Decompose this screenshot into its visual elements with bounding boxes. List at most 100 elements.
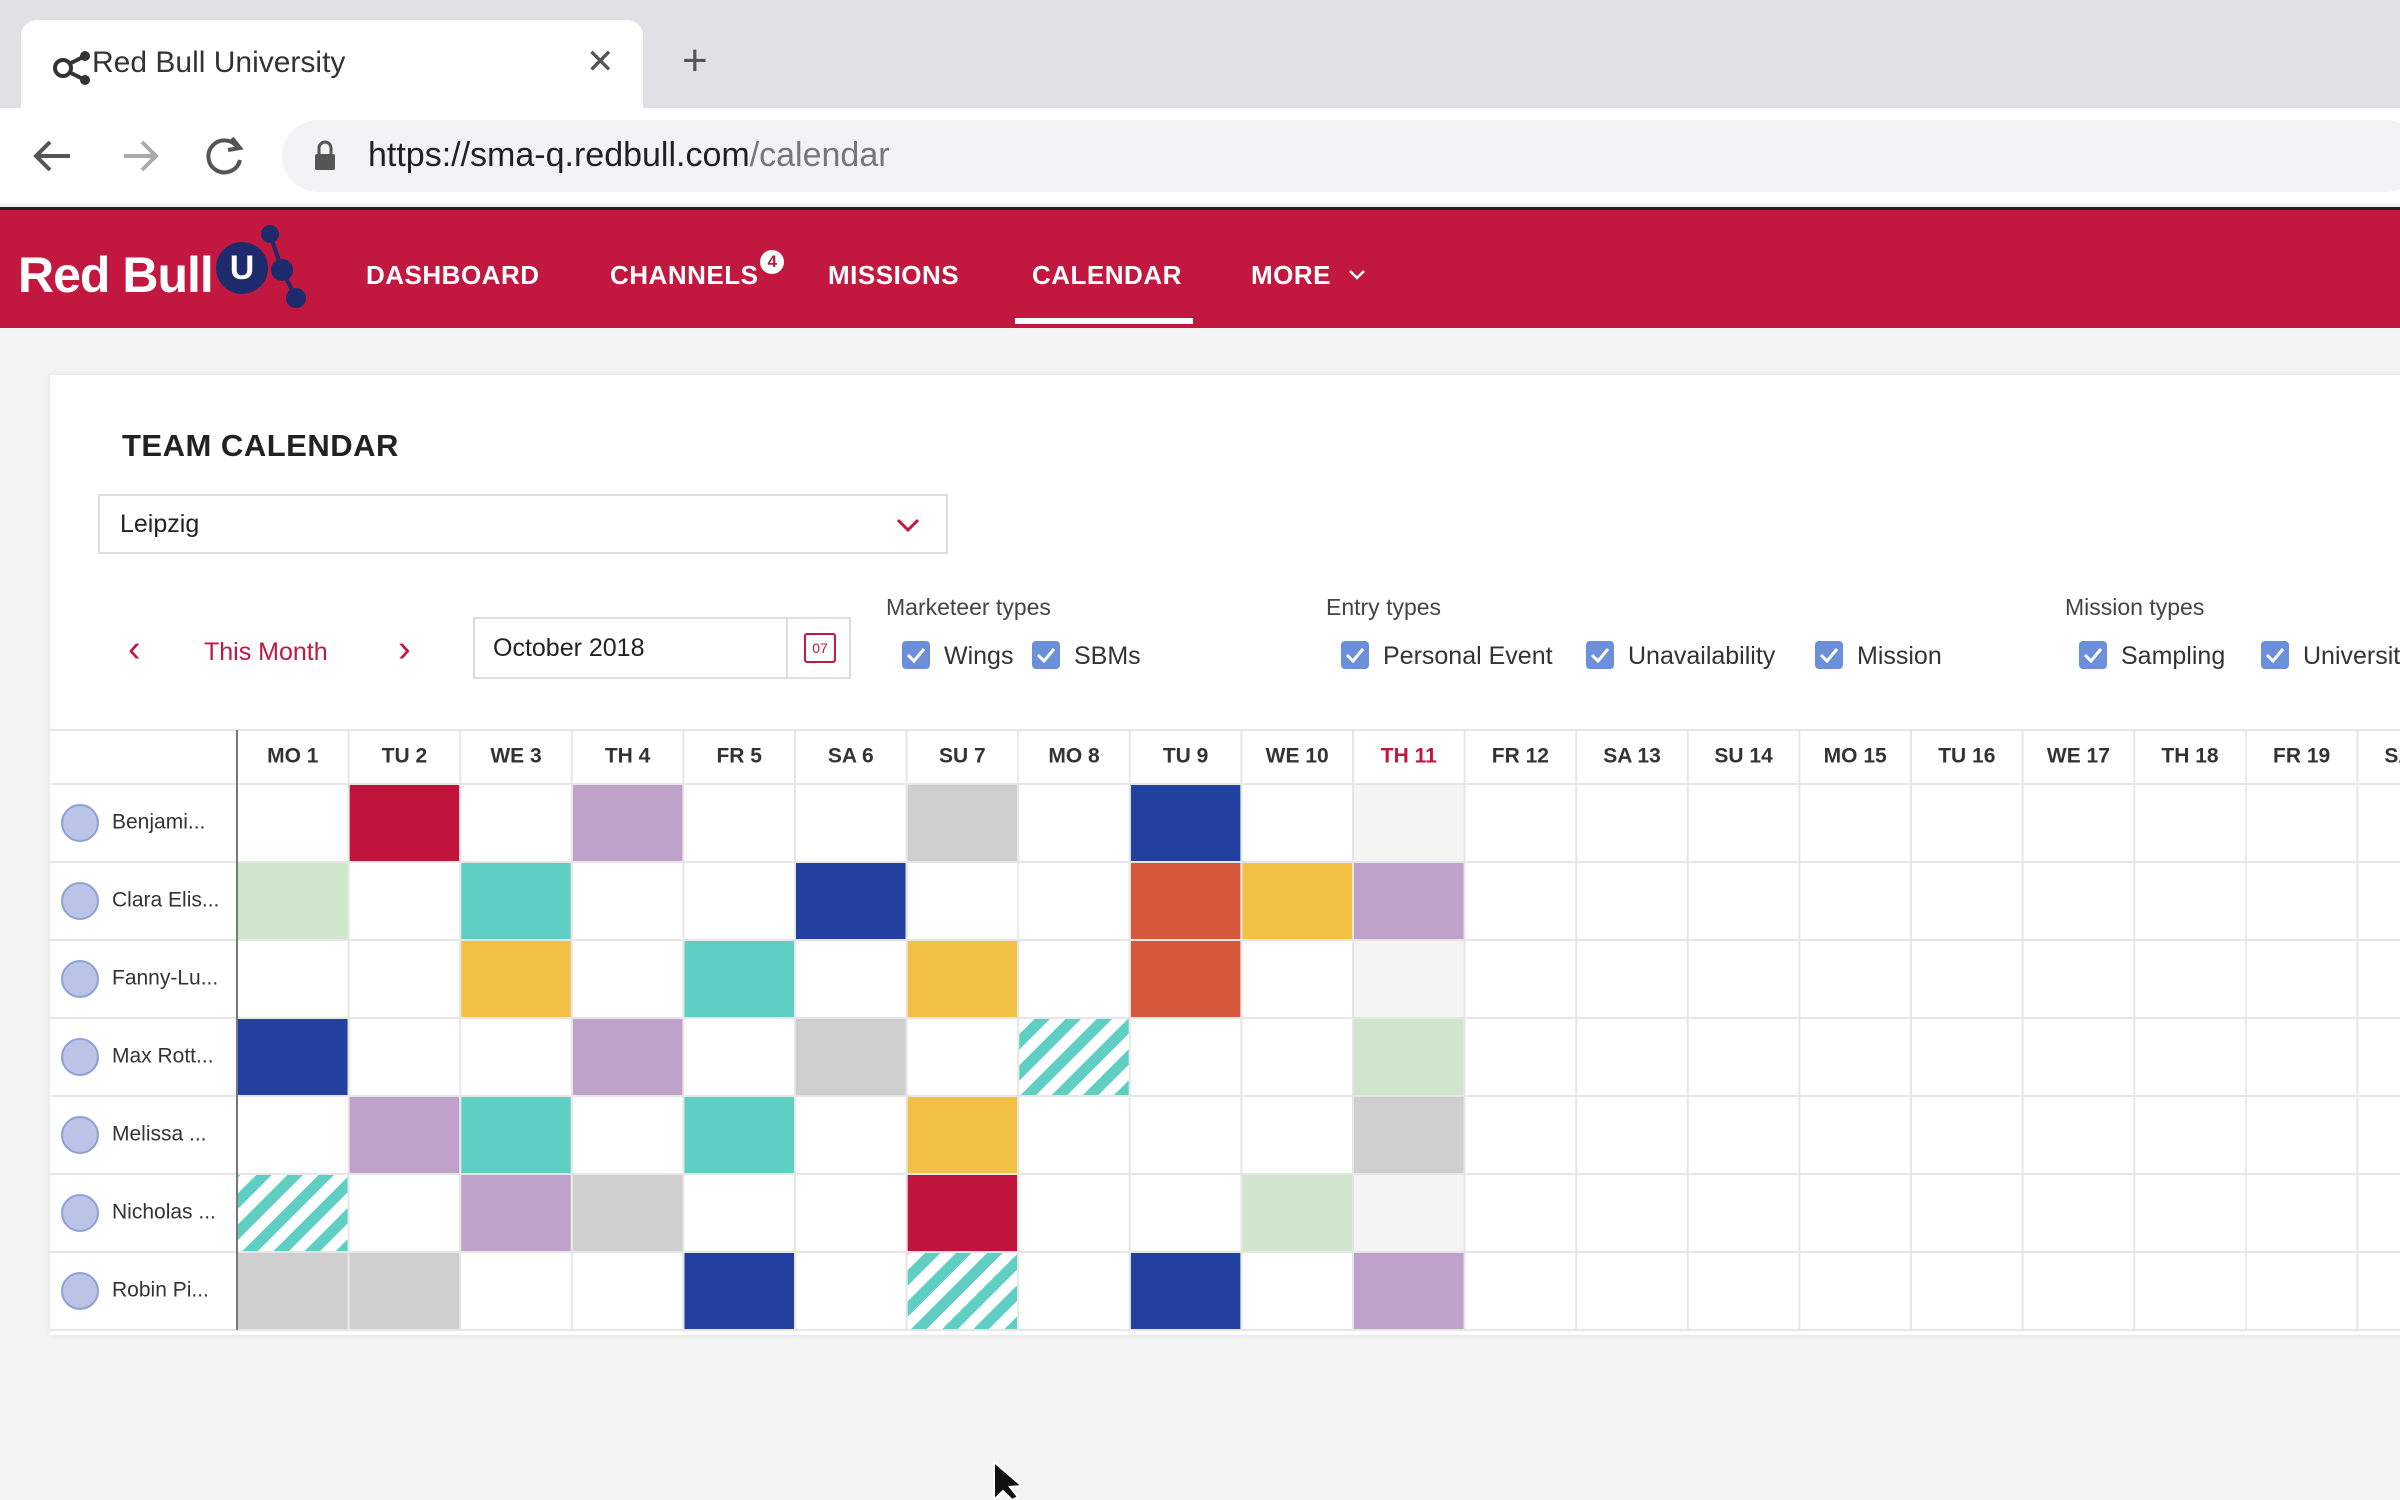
browser-tab[interactable] xyxy=(21,20,643,112)
option-label: Wings xyxy=(944,642,1014,670)
member-name: Robin Pi... xyxy=(112,1279,209,1302)
nav-label: MISSIONS xyxy=(828,260,960,290)
calendar-entry xyxy=(238,1253,348,1329)
option-label: Unavailability xyxy=(1628,642,1776,670)
nav-item[interactable]: MORE xyxy=(1251,260,1365,291)
checkbox[interactable] xyxy=(1341,641,1369,669)
check xyxy=(1345,648,1365,664)
avatar xyxy=(61,804,99,842)
calendar-entry xyxy=(684,1253,794,1329)
lock-icon xyxy=(315,140,335,170)
nav-item[interactable]: DASHBOARD xyxy=(366,260,540,291)
prev-month[interactable]: ‹ xyxy=(128,628,141,670)
day-label: TU 9 xyxy=(1163,745,1209,768)
calendar-entry xyxy=(1130,863,1241,939)
checkbox[interactable] xyxy=(2079,641,2107,669)
check xyxy=(906,648,926,664)
checkbox[interactable] xyxy=(902,641,930,669)
filter-label: Marketeer types xyxy=(886,594,1051,620)
tab-close[interactable]: ✕ xyxy=(586,43,615,81)
day-label: TH 4 xyxy=(605,745,651,768)
calendar-entry xyxy=(1242,863,1352,939)
day-label: WE 10 xyxy=(1266,745,1329,768)
header-bg xyxy=(50,730,2400,784)
nav-label: MORE xyxy=(1251,260,1331,290)
check xyxy=(1819,648,1839,664)
calendar-entry xyxy=(1130,785,1241,861)
member-name: Max Rott... xyxy=(112,1045,214,1068)
day-label: FR 12 xyxy=(1492,745,1549,768)
nav-label: CHANNELS xyxy=(610,260,759,290)
member-name: Melissa ... xyxy=(112,1123,207,1146)
member-name: Clara Elis... xyxy=(112,889,219,912)
this-month[interactable]: This Month xyxy=(204,638,328,666)
new-tab[interactable]: + xyxy=(682,36,708,85)
day-label: FR 19 xyxy=(2273,745,2330,768)
calendar-entry xyxy=(796,1019,906,1095)
calendar-entry xyxy=(1130,1253,1241,1329)
logo[interactable]: Red Bull xyxy=(18,247,214,303)
day-label: TH 11 xyxy=(1381,745,1437,768)
calendar-entry xyxy=(349,785,460,861)
tab-icon xyxy=(53,51,90,85)
nav-buttons[interactable] xyxy=(0,108,280,204)
nav-item[interactable]: CALENDAR xyxy=(1032,260,1182,291)
calendar-entry xyxy=(572,1019,683,1095)
month-input[interactable]: October 2018 xyxy=(473,617,851,679)
check xyxy=(1036,648,1056,664)
avatar xyxy=(61,960,99,998)
calendar-entry xyxy=(684,941,794,1017)
day-label: MO 15 xyxy=(1824,745,1887,768)
calendar-entry xyxy=(1242,1175,1352,1251)
checkbox[interactable] xyxy=(1032,641,1060,669)
date-picker[interactable]: 07 xyxy=(786,617,851,679)
calendar-entry xyxy=(907,785,1018,861)
calendar-entry xyxy=(349,1253,460,1329)
option-label: SBMs xyxy=(1074,642,1141,670)
calendar-entry xyxy=(684,1097,794,1173)
day-label: SA 6 xyxy=(828,745,874,768)
calendar-entry xyxy=(796,863,906,939)
day-label: FR 5 xyxy=(716,745,762,768)
checkbox[interactable] xyxy=(2261,641,2289,669)
url: https://sma-q.redbull.com/calendar xyxy=(368,136,890,175)
checkbox[interactable] xyxy=(1815,641,1843,669)
avatar xyxy=(61,1272,99,1310)
filter-label: Entry types xyxy=(1326,594,1442,620)
day-label: TU 16 xyxy=(1938,745,1995,768)
calendar-entry xyxy=(238,1019,348,1095)
day-label: MO 8 xyxy=(1048,745,1100,768)
checkbox[interactable] xyxy=(1586,641,1614,669)
calendar-entry xyxy=(1354,1019,1464,1095)
next-month[interactable]: › xyxy=(398,628,411,670)
member-name: Nicholas ... xyxy=(112,1201,216,1224)
logo-badge: U xyxy=(216,242,268,294)
calendar-entry xyxy=(572,785,683,861)
calendar-entry xyxy=(1019,1019,1129,1095)
nav-item[interactable]: CHANNELS 4 xyxy=(610,250,785,291)
url-path: /calendar xyxy=(749,136,890,174)
location-select[interactable]: Leipzig xyxy=(98,494,948,554)
active-underline xyxy=(1015,318,1193,324)
option-label: Sampling xyxy=(2121,642,2226,670)
calendar-entry xyxy=(1354,1097,1464,1173)
more-arrow xyxy=(1349,270,1365,280)
calendar-entry xyxy=(461,1175,571,1251)
check xyxy=(2083,648,2103,664)
day-label: SU 7 xyxy=(939,745,986,768)
calendar-entry xyxy=(1130,941,1241,1017)
day-label: SU 14 xyxy=(1714,745,1773,768)
nav-item[interactable]: MISSIONS xyxy=(828,260,959,291)
calendar-entry xyxy=(461,941,571,1017)
avatar xyxy=(61,1116,99,1154)
date-icon: 07 xyxy=(804,633,836,663)
calendar-entry xyxy=(572,1175,683,1251)
calendar-entry xyxy=(907,1097,1018,1173)
calendar-entry xyxy=(1354,1253,1464,1329)
omnibox[interactable] xyxy=(282,120,2400,192)
location-value: Leipzig xyxy=(120,510,200,538)
calendar-entry xyxy=(238,1175,348,1251)
check xyxy=(2265,648,2285,664)
